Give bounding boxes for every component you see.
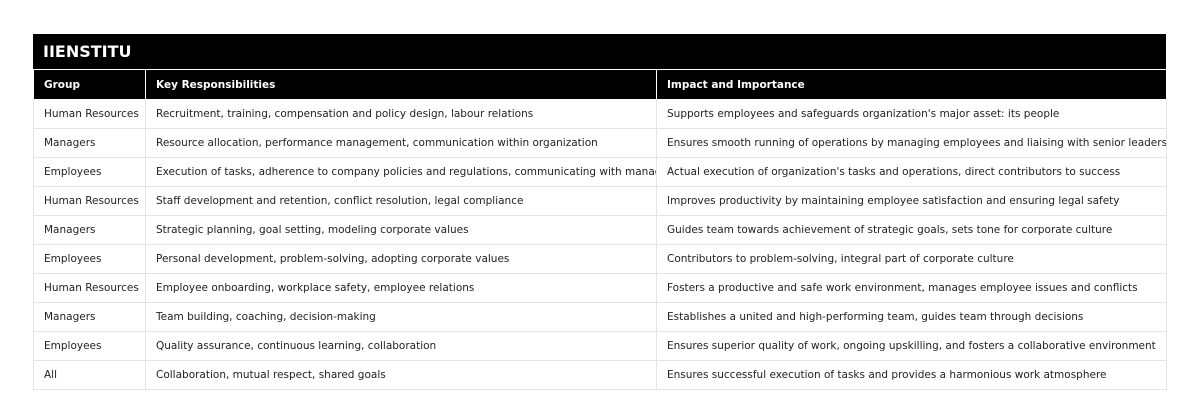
table-cell: Employees <box>33 244 146 274</box>
table-cell: Ensures smooth running of operations by … <box>656 128 1167 158</box>
table-cell: Team building, coaching, decision-making <box>145 302 657 332</box>
table-cell: Strategic planning, goal setting, modeli… <box>145 215 657 245</box>
table-cell: Employees <box>33 157 146 187</box>
table-cell: Employees <box>33 331 146 361</box>
table-cell: Establishes a united and high-performing… <box>656 302 1167 332</box>
table-row: Employees Quality assurance, continuous l… <box>33 331 1167 361</box>
table-cell: Human Resources <box>33 186 146 216</box>
table-cell: Resource allocation, performance managem… <box>145 128 657 158</box>
column-header: Impact and Importance <box>656 69 1167 100</box>
header-row: Group Key Responsibilities Impact and Impo… <box>33 69 1167 100</box>
table-cell: Actual execution of organization's tasks… <box>656 157 1167 187</box>
table-cell: Ensures successful execution of tasks an… <box>656 360 1167 390</box>
table-cell: Ensures superior quality of work, ongoin… <box>656 331 1167 361</box>
table-cell: Managers <box>33 302 146 332</box>
table-cell: Personal development, problem-solving, a… <box>145 244 657 274</box>
table-row: Human Resources Staff development and ret… <box>33 186 1167 216</box>
table-cell: Quality assurance, continuous learning, … <box>145 331 657 361</box>
table-cell: Improves productivity by maintaining emp… <box>656 186 1167 216</box>
table-cell: Managers <box>33 128 146 158</box>
table-row: All Collaboration, mutual respect, shared… <box>33 360 1167 390</box>
table: Group Key Responsibilities Impact and Impo… <box>33 69 1167 390</box>
table-row: Managers Resource allocation, performance… <box>33 128 1167 158</box>
table-cell: Supports employees and safeguards organi… <box>656 99 1167 129</box>
table-cell: Contributors to problem-solving, integra… <box>656 244 1167 274</box>
table-row: Human Resources Employee onboarding, work… <box>33 273 1167 303</box>
table-cell: All <box>33 360 146 390</box>
table-cell: Recruitment, training, compensation and … <box>145 99 657 129</box>
table-cell: Human Resources <box>33 273 146 303</box>
table-row: Human Resources Recruitment, training, co… <box>33 99 1167 129</box>
table-cell: Collaboration, mutual respect, shared go… <box>145 360 657 390</box>
table-cell: Staff development and retention, conflic… <box>145 186 657 216</box>
table-cell: Human Resources <box>33 99 146 129</box>
table-cell: Employee onboarding, workplace safety, e… <box>145 273 657 303</box>
table-row: Managers Team building, coaching, decisio… <box>33 302 1167 332</box>
table-cell: Execution of tasks, adherence to company… <box>145 157 657 187</box>
table-row: Employees Execution of tasks, adherence t… <box>33 157 1167 187</box>
table-body: Human Resources Recruitment, training, co… <box>33 99 1167 390</box>
column-header: Group <box>33 69 146 100</box>
table-title: IIENSTITU <box>33 34 1166 69</box>
table-row: Employees Personal development, problem-s… <box>33 244 1167 274</box>
column-header: Key Responsibilities <box>145 69 657 100</box>
table-cell: Guides team towards achievement of strat… <box>656 215 1167 245</box>
table-row: Managers Strategic planning, goal setting… <box>33 215 1167 245</box>
table-cell: Fosters a productive and safe work envir… <box>656 273 1167 303</box>
table-cell: Managers <box>33 215 146 245</box>
table-container: IIENSTITU Group Key Responsibilities Impac… <box>33 34 1167 390</box>
